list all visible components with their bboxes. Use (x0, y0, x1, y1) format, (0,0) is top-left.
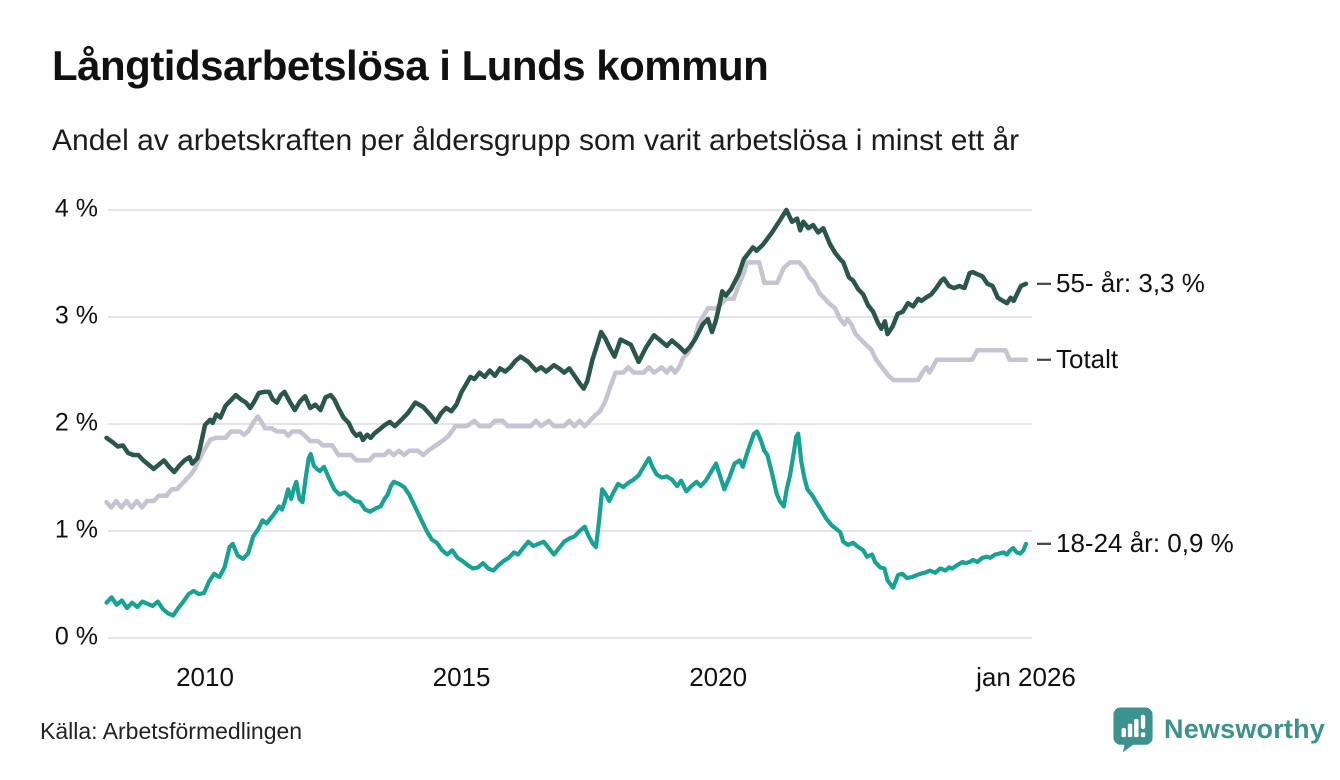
x-axis-tick-label: 2015 (432, 662, 491, 692)
y-axis-tick-label: 4 % (54, 194, 98, 223)
series-line-18-24år (104, 429, 1029, 618)
page-title: Långtidsarbetslösa i Lunds kommun (52, 42, 769, 89)
x-axis-tick-label: jan 2026 (976, 662, 1076, 692)
y-axis-tick-label: 3 % (54, 301, 98, 330)
series-end-label-18-24-ar: 18-24 år: 0,9 % (1056, 527, 1234, 558)
series-end-label-55-ar: 55- år: 3,3 % (1056, 267, 1205, 298)
page-subtitle: Andel av arbetskraften per åldersgrupp s… (52, 124, 1020, 157)
series-end-label-totalt: Totalt (1056, 343, 1119, 374)
series-line-55-år (104, 207, 1029, 475)
y-axis-tick-label: 0 % (54, 622, 98, 651)
newsworthy-wordmark: Newsworthy (1164, 714, 1326, 744)
y-axis-tick-label: 1 % (54, 515, 98, 544)
series-line-Totalt (104, 260, 1029, 510)
x-axis-tick-label: 2010 (176, 662, 234, 692)
x-axis-tick-label: 2020 (689, 662, 748, 692)
newsworthy-speech-bubble-chart-icon (1112, 706, 1154, 753)
newsworthy-logo: Newsworthy (1112, 706, 1325, 753)
y-axis-tick-label: 2 % (54, 408, 98, 437)
source-attribution: Källa: Arbetsförmedlingen (40, 718, 303, 744)
